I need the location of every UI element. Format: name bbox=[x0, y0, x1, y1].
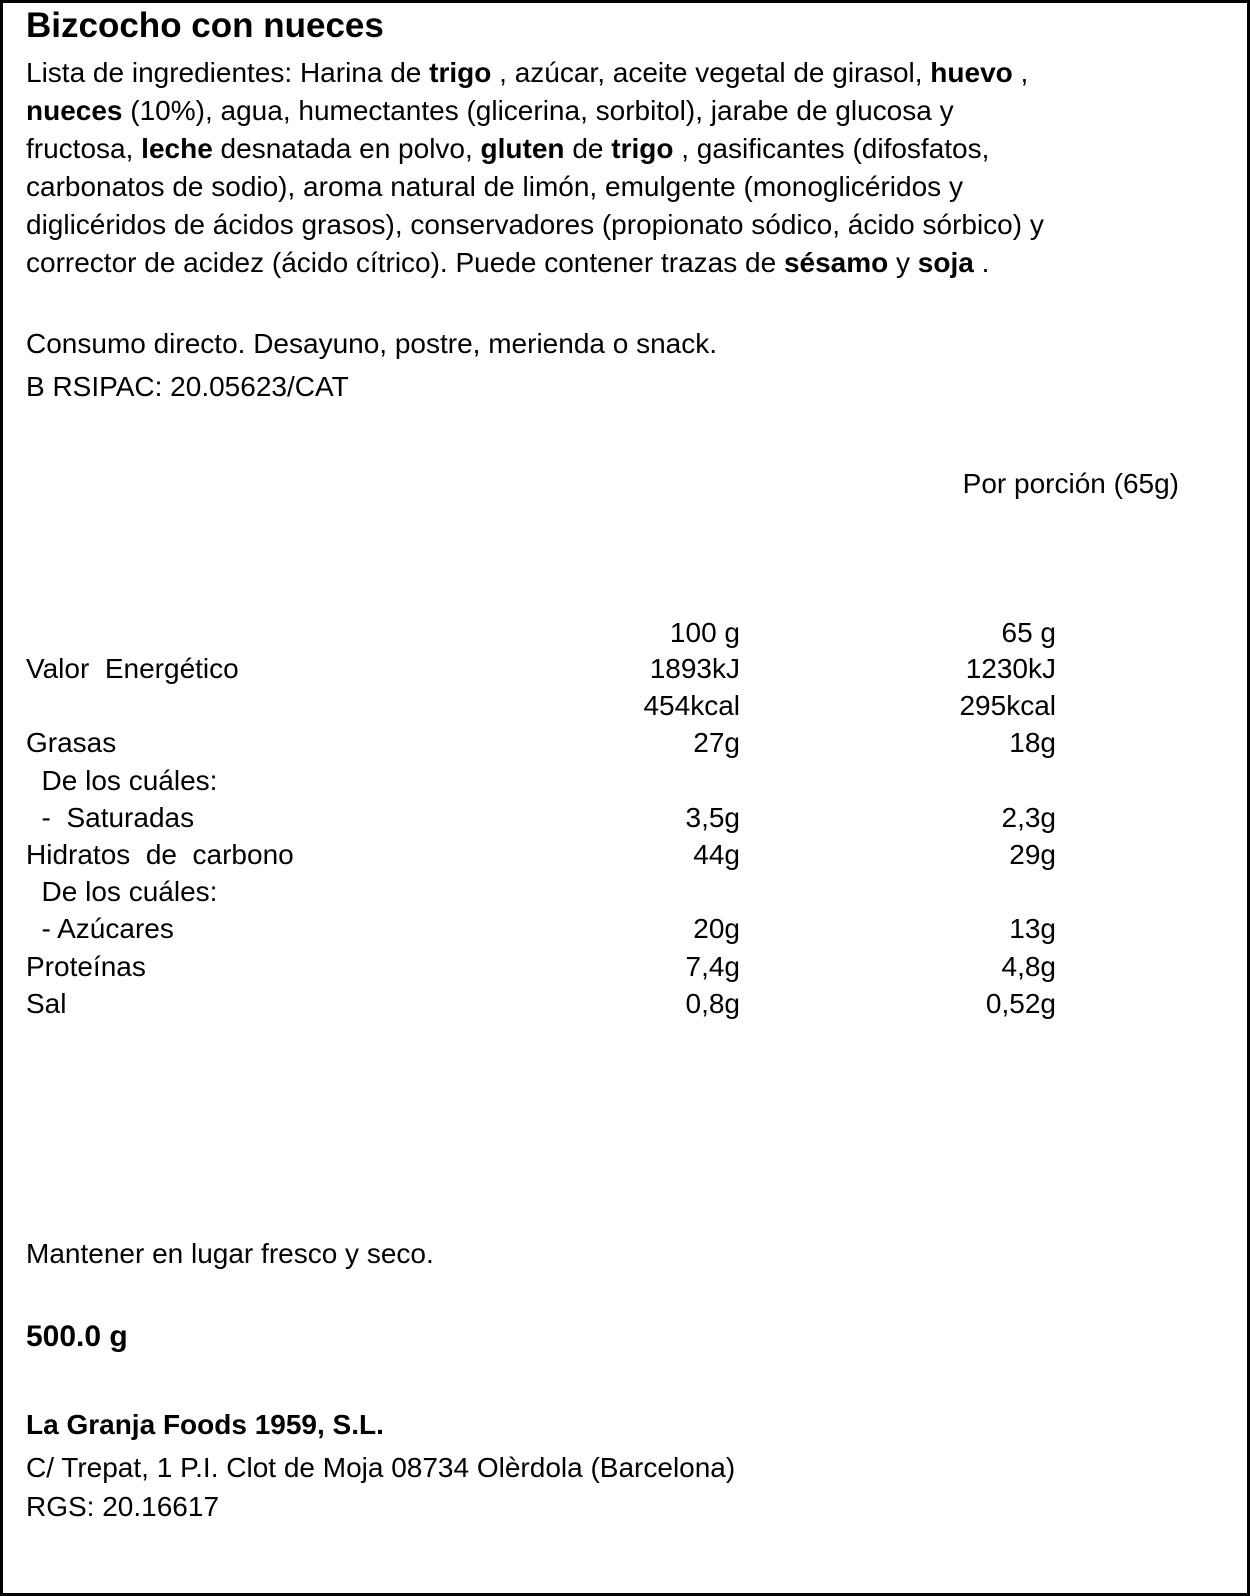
nutrient-label: Sal bbox=[26, 987, 67, 1019]
nutrient-label: Grasas bbox=[26, 727, 117, 759]
value-100g: 27g bbox=[693, 727, 740, 759]
ingredient-text: desnatada en polvo, bbox=[212, 133, 481, 164]
value-portion: 13g bbox=[1009, 913, 1056, 945]
ingredients-line: carbonatos de sodio), aroma natural de l… bbox=[26, 170, 963, 204]
ingredients-line: diglicéridos de ácidos grasos), conserva… bbox=[26, 208, 1044, 242]
ingredient-text: de bbox=[564, 133, 612, 164]
storage-text: Mantener en lugar fresco y seco. bbox=[26, 1238, 434, 1269]
allergen-text: nueces bbox=[26, 95, 123, 126]
col-header-100g: 100 g bbox=[669, 617, 740, 648]
ingredient-text: corrector de acidez (ácido cítrico). Pue… bbox=[26, 247, 784, 278]
allergen-text: trigo bbox=[429, 57, 492, 88]
nutrient-label: - Saturadas bbox=[26, 801, 195, 833]
nutrient-label: Proteínas bbox=[26, 950, 146, 982]
allergen-text: gluten bbox=[480, 133, 565, 164]
nutrient-label: Valor Energético bbox=[26, 653, 239, 684]
usage-text: Consumo directo. Desayuno, postre, merie… bbox=[26, 328, 718, 359]
nutrient-label: De los cuáles: bbox=[26, 876, 218, 908]
ingredient-text: fructosa, bbox=[26, 133, 142, 164]
value-100g: 3,5g bbox=[685, 801, 741, 833]
company-rgs: RGS: 20.16617 bbox=[26, 1491, 220, 1522]
rsipac-text: B RSIPAC: 20.05623/CAT bbox=[26, 371, 349, 402]
value-100g: 1893kJ bbox=[649, 653, 740, 684]
value-portion: 18g bbox=[1009, 727, 1056, 759]
allergen-text: trigo bbox=[611, 133, 674, 164]
allergen-text: soja bbox=[917, 247, 974, 278]
portion-header: Por porción (65g) bbox=[962, 468, 1179, 499]
ingredient-text: . bbox=[973, 247, 990, 278]
value-100g: 20g bbox=[693, 913, 740, 945]
nutrient-label: Hidratos de carbono bbox=[26, 839, 294, 870]
value-portion: 1230kJ bbox=[965, 653, 1056, 684]
ingredients-line: fructosa, leche desnatada en polvo, glut… bbox=[26, 132, 989, 166]
value-100g: 44g bbox=[693, 839, 740, 870]
value-portion: 4,8g bbox=[1001, 950, 1057, 982]
ingredient-text: carbonatos de sodio), aroma natural de l… bbox=[26, 171, 963, 202]
value-portion: 0,52g bbox=[985, 987, 1056, 1019]
value-portion: 295kcal bbox=[959, 690, 1056, 722]
col-header-65g: 65 g bbox=[1001, 617, 1057, 648]
nutrient-label: De los cuáles: bbox=[26, 764, 218, 796]
ingredient-text: Lista de ingredientes: Harina de bbox=[26, 57, 430, 88]
ingredients-line: Lista de ingredientes: Harina de trigo ,… bbox=[26, 56, 1028, 90]
nutrient-label: - Azúcares bbox=[26, 913, 174, 945]
ingredient-text: diglicéridos de ácidos grasos), conserva… bbox=[26, 209, 1044, 240]
ingredient-text: , bbox=[1012, 57, 1029, 88]
ingredient-text: , azúcar, aceite vegetal de girasol, bbox=[491, 57, 931, 88]
ingredient-text: y bbox=[888, 247, 918, 278]
value-100g: 0,8g bbox=[685, 987, 741, 1019]
allergen-text: huevo bbox=[930, 57, 1013, 88]
allergen-text: sésamo bbox=[783, 247, 889, 278]
ingredients-line: corrector de acidez (ácido cítrico). Pue… bbox=[26, 246, 989, 280]
value-portion: 29g bbox=[1009, 839, 1056, 870]
allergen-text: leche bbox=[141, 133, 213, 164]
company-address: C/ Trepat, 1 P.I. Clot de Moja 08734 Olè… bbox=[26, 1452, 736, 1483]
net-weight: 500.0 g bbox=[26, 1320, 128, 1353]
product-title: Bizcocho con nueces bbox=[26, 6, 384, 45]
value-100g: 454kcal bbox=[643, 690, 740, 722]
company-name: La Granja Foods 1959, S.L. bbox=[26, 1409, 384, 1440]
value-100g: 7,4g bbox=[685, 950, 741, 982]
ingredients-line: nueces (10%), agua, humectantes (gliceri… bbox=[26, 94, 954, 128]
ingredient-text: (10%), agua, humectantes (glicerina, sor… bbox=[122, 95, 954, 126]
value-portion: 2,3g bbox=[1001, 801, 1057, 833]
ingredient-text: , gasificantes (difosfatos, bbox=[673, 133, 990, 164]
